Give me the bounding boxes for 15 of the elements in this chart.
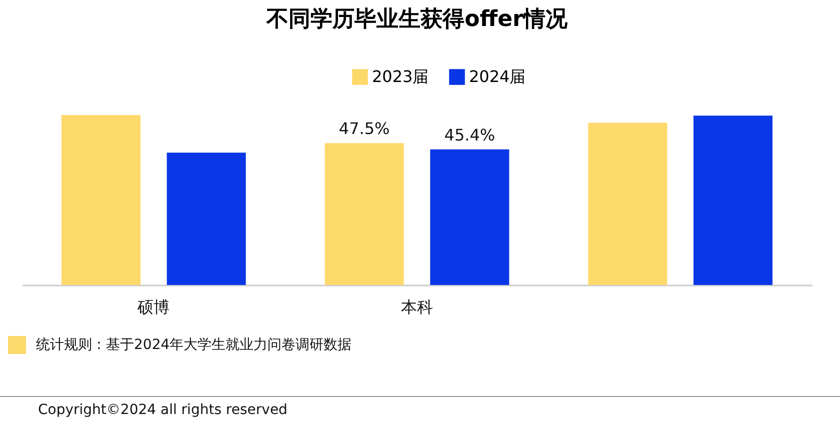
legend-label: 2024届	[469, 67, 526, 86]
data-label: 45.4%	[444, 125, 496, 144]
legend-label: 2023届	[372, 67, 429, 86]
bar	[324, 143, 404, 285]
bar	[62, 115, 140, 285]
bar	[430, 149, 510, 285]
chart-title: 不同学历毕业生获得offer情况	[266, 7, 568, 32]
bar	[166, 152, 246, 285]
bar	[588, 122, 668, 285]
x-tick-label: 本科	[401, 298, 433, 316]
text: Copyright©2024 all rights reserved	[38, 402, 288, 418]
x-tick-label: 硕博	[136, 298, 170, 316]
data-label: 47.5%	[338, 119, 390, 138]
text: 统计规则：基于2024年大学生就业力问卷调研数据	[36, 336, 352, 354]
bar	[694, 116, 772, 285]
